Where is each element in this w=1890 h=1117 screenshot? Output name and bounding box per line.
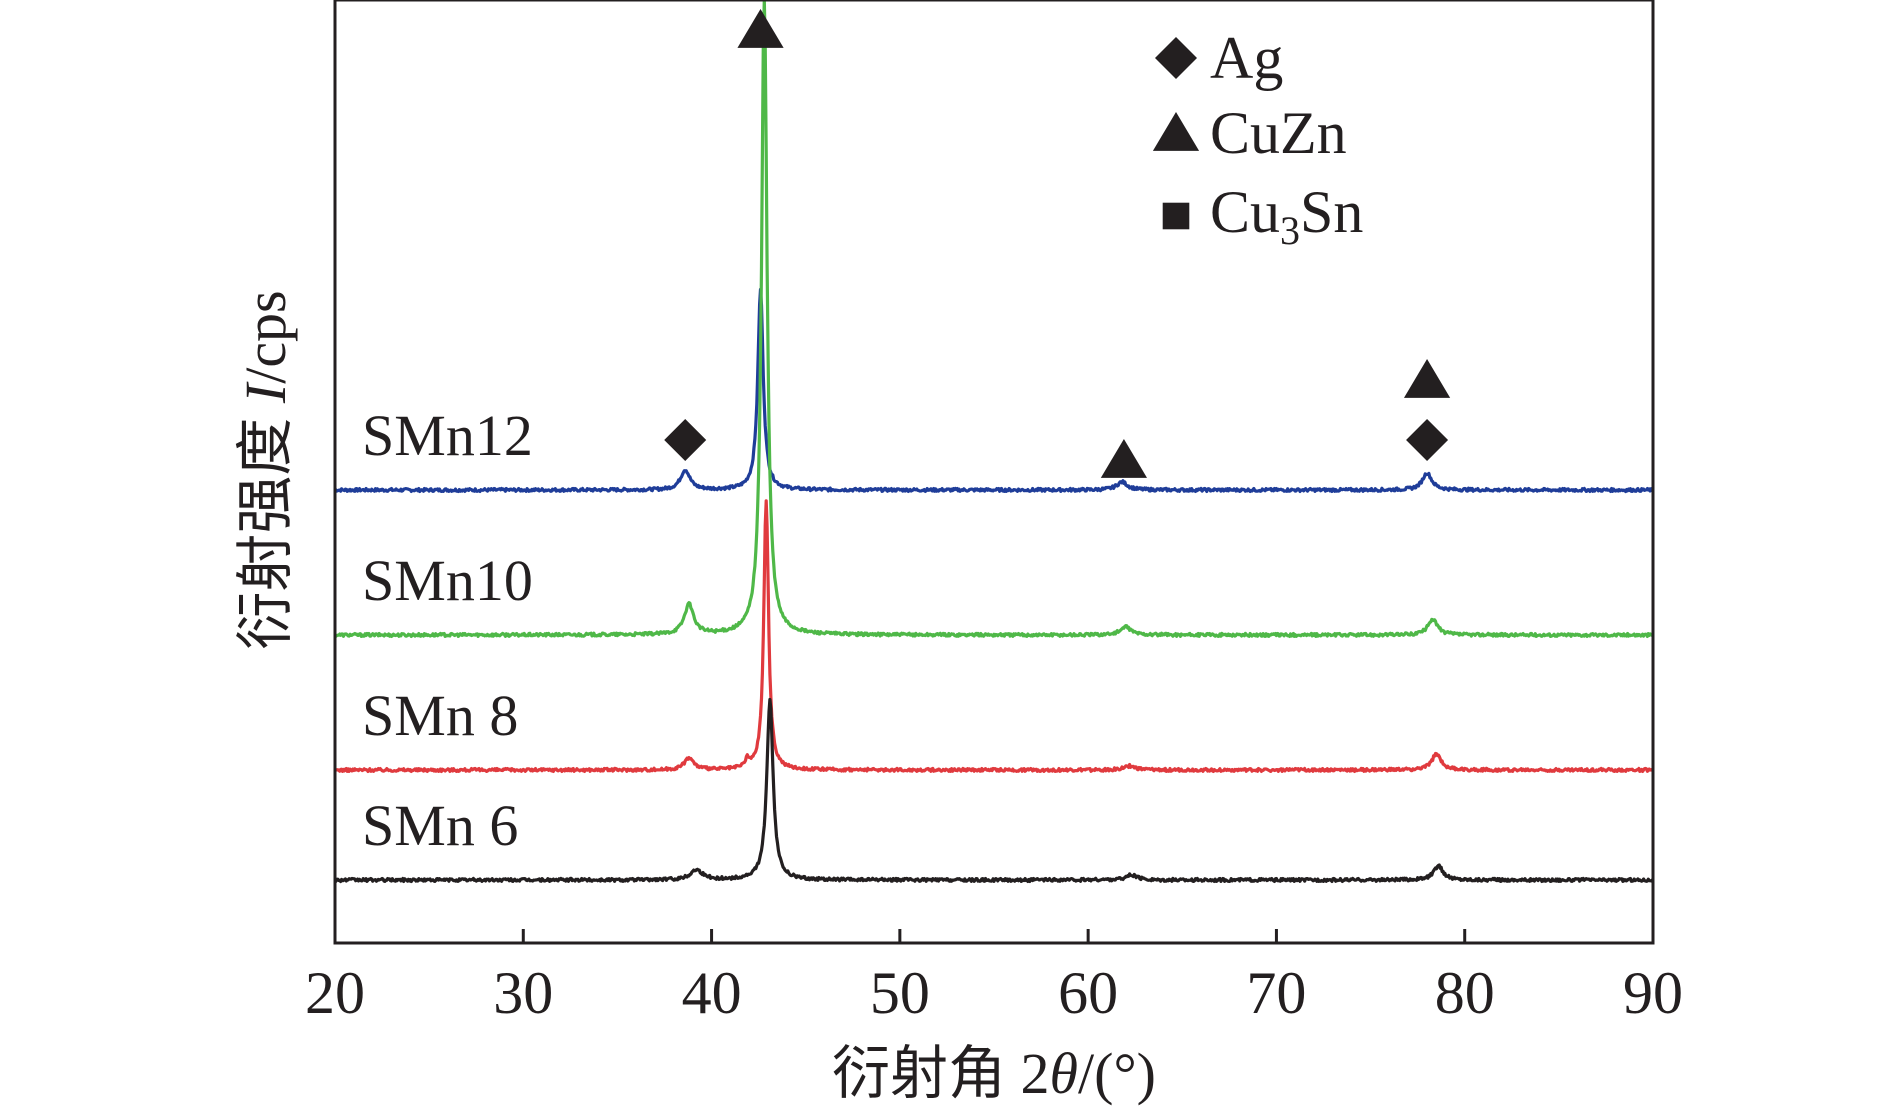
peak-marker-triangle bbox=[1100, 439, 1148, 478]
legend-marker-square bbox=[1162, 202, 1190, 230]
y-axis-title: 衍射强度 I/cps bbox=[233, 290, 298, 649]
series-line-smn8 bbox=[333, 499, 1654, 774]
peak-marker-diamond bbox=[664, 419, 707, 461]
x-tick-label: 80 bbox=[1435, 960, 1495, 1026]
x-tick-label: 90 bbox=[1623, 960, 1683, 1026]
x-axis-title: 衍射角 2θ/(°) bbox=[832, 1041, 1156, 1106]
series-layer bbox=[333, 0, 1655, 884]
series-label-smn8: SMn 8 bbox=[362, 683, 518, 748]
peak-marker-diamond bbox=[1406, 419, 1449, 461]
legend: Ag CuZn Cu3Sn bbox=[1152, 25, 1363, 253]
peak-annotations bbox=[664, 9, 1451, 478]
peak-marker-triangle bbox=[1403, 359, 1451, 398]
legend-marker-triangle bbox=[1152, 112, 1200, 151]
series-labels: SMn12 SMn10 SMn 8 SMn 6 bbox=[362, 403, 533, 858]
legend-label-cu3sn: Cu3Sn bbox=[1210, 179, 1363, 253]
legend-markers bbox=[1152, 37, 1200, 230]
legend-marker-diamond bbox=[1155, 37, 1197, 79]
series-label-smn12: SMn12 bbox=[362, 403, 533, 468]
x-tick-label: 50 bbox=[870, 960, 930, 1026]
series-label-smn10: SMn10 bbox=[362, 548, 533, 613]
x-tick-label: 30 bbox=[493, 960, 553, 1026]
legend-cu3sn-prefix: Cu bbox=[1210, 179, 1280, 245]
x-tick-label: 70 bbox=[1246, 960, 1306, 1026]
x-ticks: 20 30 40 50 60 70 80 90 bbox=[305, 929, 1683, 1026]
legend-label-cuzn: CuZn bbox=[1210, 100, 1347, 166]
legend-cu3sn-suffix: Sn bbox=[1300, 179, 1363, 245]
y-axis-title-suffix: /cps bbox=[233, 290, 298, 383]
plot-frame bbox=[333, 0, 1655, 945]
x-axis-title-suffix: /(°) bbox=[1078, 1041, 1156, 1106]
legend-cu3sn-sub: 3 bbox=[1280, 208, 1300, 253]
series-line-smn6 bbox=[334, 697, 1655, 884]
x-tick-label: 20 bbox=[305, 960, 365, 1026]
x-axis-title-prefix: 衍射角 2 bbox=[832, 1041, 1050, 1106]
y-axis-title-symbol: I bbox=[233, 381, 298, 404]
x-tick-label: 40 bbox=[682, 960, 742, 1026]
legend-label-ag: Ag bbox=[1210, 25, 1283, 91]
y-axis-title-prefix: 衍射强度 bbox=[233, 403, 298, 650]
series-line-smn12 bbox=[334, 287, 1655, 494]
series-label-smn6: SMn 6 bbox=[362, 793, 518, 858]
peak-marker-triangle bbox=[737, 9, 784, 48]
series-line-smn10 bbox=[333, 0, 1654, 639]
x-tick-label: 60 bbox=[1058, 960, 1118, 1026]
x-axis-title-symbol: θ bbox=[1050, 1041, 1079, 1106]
